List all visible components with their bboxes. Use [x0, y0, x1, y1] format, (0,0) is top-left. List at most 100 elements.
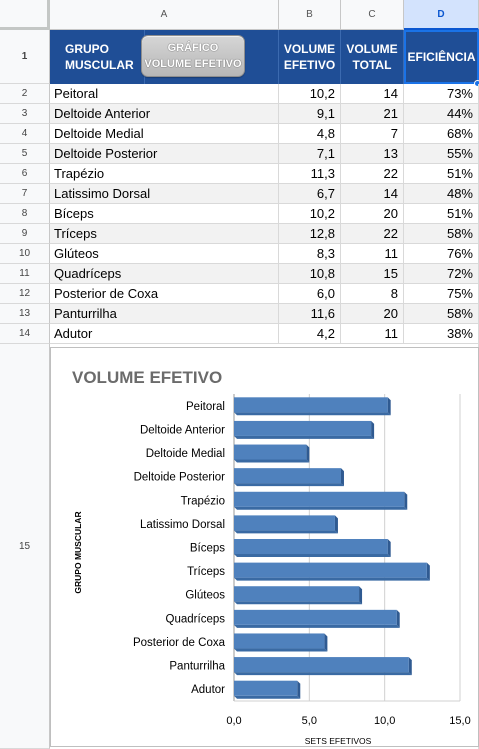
row-header[interactable]: 15 — [0, 344, 50, 749]
bar-side — [297, 680, 301, 699]
cell-grupo[interactable]: Deltoide Anterior — [50, 104, 279, 124]
bar — [234, 586, 360, 602]
cell-volume-efetivo[interactable]: 6,7 — [279, 184, 341, 204]
cell-volume-total[interactable]: 8 — [341, 284, 404, 304]
cell-volume-total[interactable]: 14 — [341, 84, 404, 104]
category-label: Bíceps — [190, 543, 225, 555]
row-header[interactable]: 9 — [0, 224, 50, 244]
bar-side — [324, 633, 328, 652]
cell-volume-efetivo[interactable]: 6,0 — [279, 284, 341, 304]
cell-volume-efetivo[interactable]: 10,8 — [279, 264, 341, 284]
cell-eficiencia[interactable]: 68% — [404, 124, 479, 144]
category-label: Tríceps — [187, 566, 225, 578]
cell-volume-efetivo[interactable]: 10,2 — [279, 84, 341, 104]
bar-bottom — [234, 672, 412, 676]
cell-volume-total[interactable]: 20 — [341, 304, 404, 324]
cell-volume-total[interactable]: 21 — [341, 104, 404, 124]
category-label: Glúteos — [185, 590, 225, 602]
row-header[interactable]: 6 — [0, 164, 50, 184]
header-eficiencia[interactable]: EFICIÊNCIA — [404, 30, 479, 84]
row-header[interactable]: 7 — [0, 184, 50, 204]
category-label: Posterior de Coxa — [133, 637, 226, 649]
selection-fill-handle[interactable] — [474, 80, 479, 87]
bar-side — [426, 562, 430, 581]
cell-volume-efetivo[interactable]: 11,6 — [279, 304, 341, 324]
cell-volume-total[interactable]: 11 — [341, 324, 404, 344]
cell-eficiencia[interactable]: 48% — [404, 184, 479, 204]
row-header[interactable]: 11 — [0, 264, 50, 284]
cell-volume-efetivo[interactable]: 4,8 — [279, 124, 341, 144]
cell-volume-total[interactable]: 7 — [341, 124, 404, 144]
row-header[interactable]: 2 — [0, 84, 50, 104]
cell-grupo[interactable]: Peitoral — [50, 84, 279, 104]
column-header-a[interactable]: A — [50, 0, 279, 30]
column-header-b[interactable]: B — [279, 0, 341, 30]
cell-eficiencia[interactable]: 51% — [404, 204, 479, 224]
cell-eficiencia[interactable]: 44% — [404, 104, 479, 124]
cell-eficiencia[interactable]: 73% — [404, 84, 479, 104]
header-volume-total[interactable]: VOLUME TOTAL — [341, 30, 404, 84]
cell-grupo[interactable]: Deltoide Medial — [50, 124, 279, 144]
bar-side — [387, 539, 391, 557]
cell-volume-total[interactable]: 14 — [341, 184, 404, 204]
row-header[interactable]: 12 — [0, 284, 50, 304]
select-all-corner[interactable] — [0, 0, 50, 30]
bar-bottom — [234, 695, 301, 699]
row-header[interactable]: 5 — [0, 144, 50, 164]
cell-grupo[interactable]: Adutor — [50, 324, 279, 344]
cell-eficiencia[interactable]: 75% — [404, 284, 479, 304]
x-tick-label: 10,0 — [374, 715, 395, 727]
chart-volume-button[interactable]: GRÁFICO VOLUME EFETIVO — [141, 35, 245, 77]
cell-grupo[interactable]: Deltoide Posterior — [50, 144, 279, 164]
cell-grupo[interactable]: Tríceps — [50, 224, 279, 244]
row-header[interactable]: 3 — [0, 104, 50, 124]
row-header[interactable]: 13 — [0, 304, 50, 324]
row-header[interactable]: 8 — [0, 204, 50, 224]
cell-eficiencia[interactable]: 58% — [404, 304, 479, 324]
column-header-c[interactable]: C — [341, 0, 404, 30]
cell-volume-total[interactable]: 20 — [341, 204, 404, 224]
header-volume-efetivo[interactable]: VOLUME EFETIVO — [279, 30, 341, 84]
cell-grupo[interactable]: Latissimo Dorsal — [50, 184, 279, 204]
bar-side — [371, 420, 375, 439]
cell-grupo[interactable]: Posterior de Coxa — [50, 284, 279, 304]
cell-eficiencia[interactable]: 76% — [404, 244, 479, 264]
bar-side — [404, 491, 408, 510]
header-grupo-muscular[interactable]: GRUPO MUSCULAR — [50, 30, 145, 84]
row-header[interactable]: 10 — [0, 244, 50, 264]
bar-bottom — [234, 601, 363, 605]
cell-grupo[interactable]: Trapézio — [50, 164, 279, 184]
column-header-d[interactable]: D — [404, 0, 479, 30]
bar-bottom — [234, 483, 344, 487]
cell-volume-efetivo[interactable]: 11,3 — [279, 164, 341, 184]
cell-volume-efetivo[interactable]: 8,3 — [279, 244, 341, 264]
cell-eficiencia[interactable]: 58% — [404, 224, 479, 244]
cell-grupo[interactable]: Glúteos — [50, 244, 279, 264]
cell-volume-total[interactable]: 22 — [341, 164, 404, 184]
cell-volume-total[interactable]: 15 — [341, 264, 404, 284]
row-header[interactable]: 14 — [0, 324, 50, 344]
cell-volume-efetivo[interactable]: 4,2 — [279, 324, 341, 344]
cell-volume-efetivo[interactable]: 7,1 — [279, 144, 341, 164]
row-header[interactable]: 4 — [0, 124, 50, 144]
cell-volume-efetivo[interactable]: 9,1 — [279, 104, 341, 124]
cell-volume-total[interactable]: 22 — [341, 224, 404, 244]
chart-title: VOLUME EFETIVO — [72, 368, 222, 387]
cell-eficiencia[interactable]: 51% — [404, 164, 479, 184]
category-label: Trapézio — [181, 495, 225, 507]
cell-volume-efetivo[interactable]: 10,2 — [279, 204, 341, 224]
category-label: Latissimo Dorsal — [140, 519, 225, 531]
cell-eficiencia[interactable]: 55% — [404, 144, 479, 164]
cell-grupo[interactable]: Bíceps — [50, 204, 279, 224]
cell-eficiencia[interactable]: 38% — [404, 324, 479, 344]
cell-volume-efetivo[interactable]: 12,8 — [279, 224, 341, 244]
volume-chart[interactable]: VOLUME EFETIVO Peitoral Deltoide Anterior D… — [50, 347, 479, 747]
bar — [234, 444, 307, 460]
cell-grupo[interactable]: Panturrilha — [50, 304, 279, 324]
row-header[interactable]: 1 — [0, 30, 50, 84]
cell-volume-total[interactable]: 13 — [341, 144, 404, 164]
cell-eficiencia[interactable]: 72% — [404, 264, 479, 284]
cell-volume-total[interactable]: 11 — [341, 244, 404, 264]
cell-grupo[interactable]: Quadríceps — [50, 264, 279, 284]
